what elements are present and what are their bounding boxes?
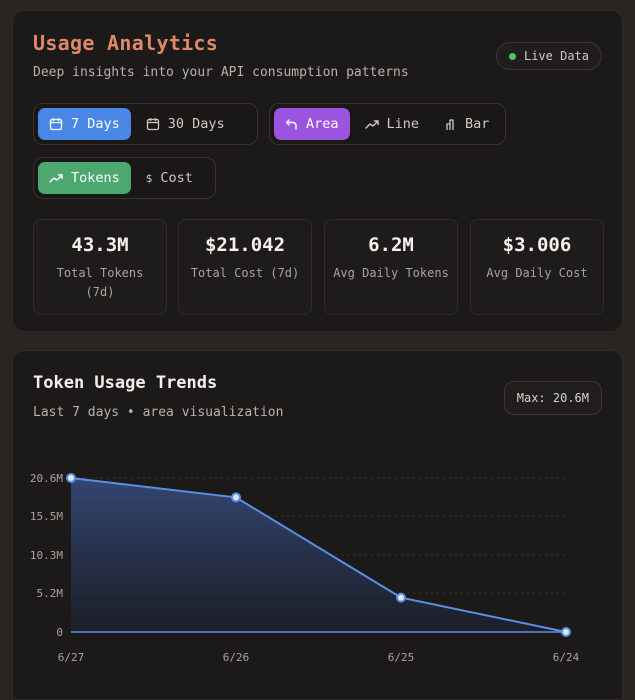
page-subtitle: Deep insights into your API consumption … [33, 65, 409, 80]
chart-type-line-label: Line [386, 116, 420, 132]
y-tick-label: 20.6M [30, 472, 63, 485]
stat-value: 6.2M [368, 234, 414, 256]
y-tick-label: 10.3M [30, 549, 63, 562]
range-7-days-label: 7 Days [71, 116, 120, 132]
data-point [66, 473, 76, 483]
trend-line-icon [364, 120, 379, 129]
stat-value: 43.3M [71, 234, 129, 256]
metric-cost-button[interactable]: $ Cost [135, 162, 204, 194]
chart-type-bar-label: Bar [465, 116, 490, 132]
stat-label: Avg Daily Cost [486, 266, 588, 280]
time-range-toggle: 7 Days 30 Days [33, 103, 258, 145]
dollar-icon: $ [145, 171, 153, 185]
range-30-days-button[interactable]: 30 Days [135, 108, 236, 140]
area-chart: 0 5.2M 10.3M 15.5M 20.6M 6/27 6/26 6/25 6/24 [30, 472, 580, 664]
usage-analytics-card: Usage Analytics Deep insights into your … [12, 10, 623, 332]
max-value-badge: Max: 20.6M [503, 381, 602, 415]
stat-value: $21.042 [204, 234, 286, 256]
trending-up-icon [49, 174, 63, 183]
stat-total-cost: $21.042 Total Cost (7d) [178, 219, 312, 315]
chart-title: Token Usage Trends [33, 373, 218, 393]
token-usage-trends-card: Token Usage Trends Last 7 days • area vi… [12, 350, 623, 700]
x-tick-label: 6/26 [223, 651, 250, 664]
series-line [70, 477, 567, 633]
stat-avg-daily-cost: $3.006 Avg Daily Cost [470, 219, 604, 315]
x-tick-label: 6/25 [388, 651, 415, 664]
stat-value: $3.006 [502, 234, 572, 256]
metric-tokens-label: Tokens [71, 170, 120, 186]
metric-cost-label: Cost [160, 170, 193, 186]
y-tick-label: 0 [56, 626, 63, 639]
area-icon [285, 118, 297, 130]
chart-type-area-button[interactable]: Area [274, 108, 350, 140]
x-tick-label: 6/24 [553, 651, 580, 664]
data-point [396, 592, 406, 603]
stat-total-tokens: 43.3M Total Tokens (7d) [33, 219, 167, 315]
live-data-badge: Live Data [495, 42, 602, 70]
range-30-days-label: 30 Days [167, 116, 225, 132]
metric-tokens-button[interactable]: Tokens [38, 162, 131, 194]
x-tick-label: 6/27 [58, 651, 85, 664]
metric-toggle: Tokens $ Cost [33, 157, 216, 199]
chart-type-line-button[interactable]: Line [354, 108, 431, 140]
live-status-dot [508, 52, 516, 60]
y-tick-label: 15.5M [30, 510, 63, 523]
page-title: Usage Analytics [33, 31, 219, 55]
stat-avg-daily-tokens: 6.2M Avg Daily Tokens [324, 219, 458, 315]
chart-type-area-label: Area [306, 116, 339, 132]
stat-label: Total Tokens (7d) [56, 266, 144, 299]
calendar-icon [146, 118, 159, 131]
stat-label: Avg Daily Tokens [333, 266, 449, 280]
data-point [231, 492, 241, 503]
chart-type-bar-button[interactable]: Bar [434, 108, 500, 140]
bar-chart-icon [446, 118, 454, 130]
chart-type-toggle: Area Line Bar [269, 103, 506, 145]
live-data-label: Live Data [523, 49, 589, 63]
chart-subtitle: Last 7 days • area visualization [33, 405, 284, 420]
area-fill [71, 478, 566, 632]
stat-label: Total Cost (7d) [190, 266, 300, 280]
y-tick-label: 5.2M [37, 587, 64, 600]
range-7-days-button[interactable]: 7 Days [38, 108, 131, 140]
data-point [561, 627, 571, 637]
calendar-icon [49, 118, 63, 131]
